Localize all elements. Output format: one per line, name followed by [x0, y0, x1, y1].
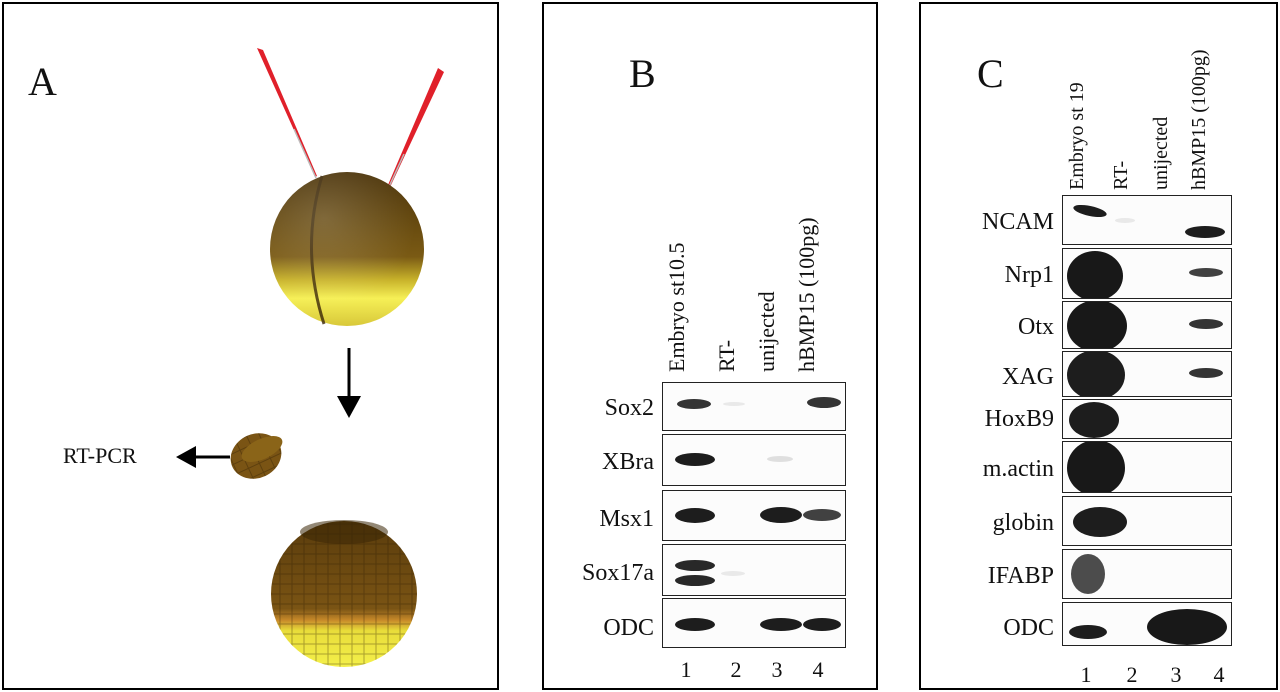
lane-header: unijected	[1150, 116, 1172, 190]
lane-header: hBMP15 (100pg)	[1188, 49, 1210, 190]
band	[1147, 609, 1227, 645]
blot-row-odc	[662, 598, 846, 648]
lane-header: RT-	[714, 339, 739, 372]
lane-header: hBMP15 (100pg)	[794, 217, 819, 372]
gene-label: XBra	[602, 449, 654, 475]
gene-label: Nrp1	[1004, 262, 1054, 288]
band	[807, 397, 841, 408]
band	[723, 402, 745, 406]
band	[803, 509, 841, 521]
band	[1071, 554, 1105, 594]
band	[675, 453, 715, 466]
blastula-icon	[271, 520, 417, 667]
blot-row-xbra	[662, 434, 846, 486]
gene-label: ODC	[603, 615, 654, 641]
panel-a: A	[2, 2, 499, 690]
lane-number: 3	[771, 657, 783, 682]
gene-label: HoxB9	[984, 406, 1054, 432]
gene-label: Sox17a	[582, 560, 654, 586]
blot-row-odc-c	[1062, 602, 1232, 646]
band	[1189, 368, 1223, 378]
blot-row-m-actin	[1062, 441, 1232, 493]
blot-row-xag	[1062, 351, 1232, 397]
animal-cap-icon	[230, 433, 283, 479]
band	[1067, 352, 1125, 396]
blot-row-msx1	[662, 490, 846, 541]
band	[760, 618, 802, 631]
blot-row-nrp1	[1062, 248, 1232, 299]
gene-label: Sox2	[604, 395, 654, 421]
gene-label: NCAM	[981, 209, 1054, 235]
panel-a-label: A	[28, 59, 57, 104]
blot-row-globin	[1062, 496, 1232, 546]
band	[1185, 226, 1225, 238]
panel-c: C Embryo st 19 RT- unijected hBMP15 (100…	[919, 2, 1278, 690]
lane-header: RT-	[1110, 160, 1132, 190]
lane-number: 2	[730, 657, 742, 682]
band	[1069, 402, 1119, 438]
lane-number: 4	[812, 657, 824, 682]
gene-label: IFABP	[987, 563, 1054, 589]
blot-row-sox17a	[662, 544, 846, 596]
lane-number: 1	[680, 657, 692, 682]
band	[1067, 302, 1127, 348]
band	[1115, 218, 1135, 223]
band	[1073, 507, 1127, 537]
blot-row-ncam	[1062, 195, 1232, 245]
lane-header: Embryo st10.5	[664, 242, 689, 372]
band	[1069, 625, 1107, 639]
panel-b: B Embryo st10.5 RT- unijected hBMP15 (10…	[542, 2, 878, 690]
lane-header: unijected	[754, 291, 779, 372]
gene-label: ODC	[1003, 615, 1054, 641]
band	[675, 618, 715, 631]
arrow-down-icon	[337, 348, 361, 418]
rt-pcr-label: RT-PCR	[63, 443, 137, 468]
band	[803, 618, 841, 631]
lane-number: 3	[1170, 662, 1182, 687]
band	[1189, 319, 1223, 329]
lane-number: 4	[1213, 662, 1225, 687]
lane-number: 1	[1080, 662, 1092, 687]
gene-label: Otx	[1018, 314, 1054, 340]
lane-number: 2	[1126, 662, 1138, 687]
band	[1189, 268, 1223, 277]
band	[677, 399, 711, 409]
needle-icon	[381, 68, 444, 203]
needle-icon	[257, 48, 317, 179]
band	[675, 575, 715, 586]
gene-label: globin	[992, 510, 1054, 536]
gene-label: m.actin	[982, 456, 1054, 482]
band	[675, 560, 715, 571]
band	[675, 508, 715, 523]
blot-row-sox2	[662, 382, 846, 431]
egg-icon	[270, 172, 424, 326]
band	[1072, 202, 1108, 220]
gene-label: Msx1	[599, 506, 654, 532]
lane-header: Embryo st 19	[1066, 82, 1088, 190]
band	[721, 571, 745, 576]
blot-row-ifabp	[1062, 549, 1232, 599]
microinjection-diagram	[176, 48, 444, 667]
band	[1067, 442, 1125, 492]
panel-b-label: B	[629, 51, 656, 96]
band	[760, 507, 802, 523]
arrow-left-icon	[176, 446, 230, 468]
panel-c-label: C	[977, 51, 1004, 96]
gene-label: XAG	[1002, 364, 1054, 390]
band	[1067, 251, 1123, 298]
blot-row-hoxb9	[1062, 399, 1232, 439]
blot-row-otx	[1062, 301, 1232, 349]
band	[767, 456, 793, 462]
